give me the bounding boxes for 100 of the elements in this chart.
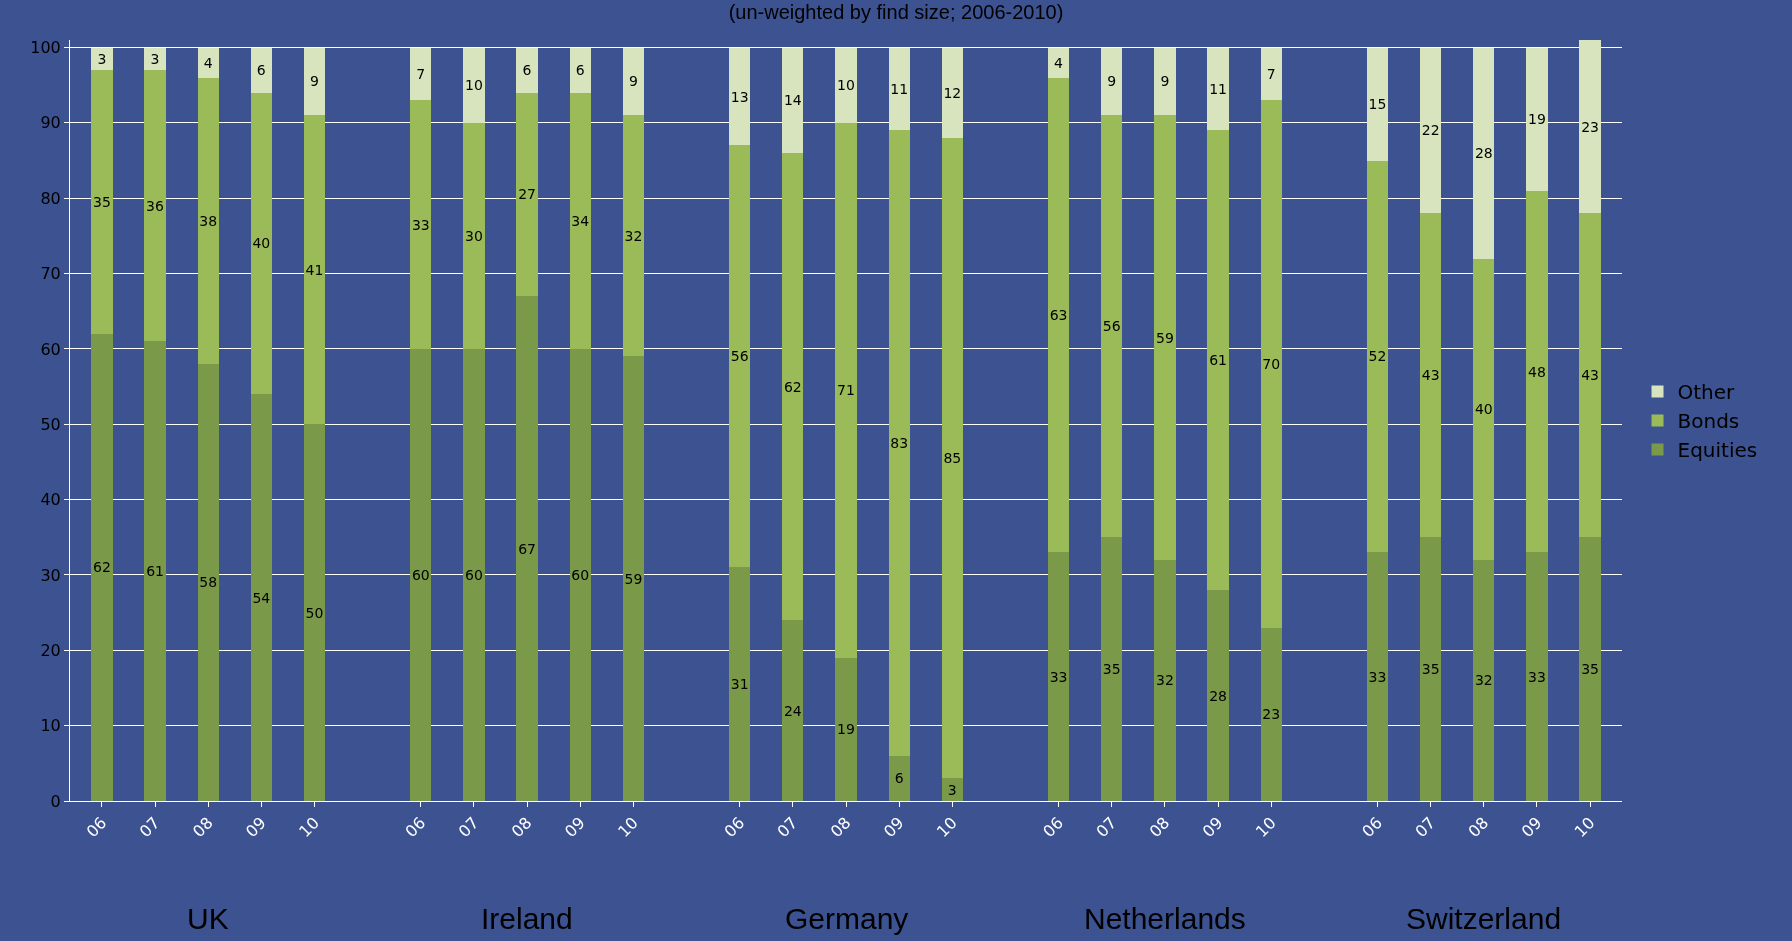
x-tick-label: 06 [1039,813,1068,842]
y-tick-label: 0 [50,791,61,811]
x-tick-label: 06 [82,813,111,842]
legend-label: Equities [1677,438,1758,463]
bar [622,115,645,357]
bar [197,77,219,364]
y-tick-label: 80 [40,188,61,208]
x-tick-label: 09 [879,813,908,842]
data-label: 34 [571,212,590,229]
bar [303,115,326,425]
data-label: 6 [522,62,532,79]
bar [1260,627,1282,801]
bar [1047,77,1070,553]
y-tick-label: 40 [40,490,61,510]
bar [1420,47,1442,214]
data-label: 31 [730,676,749,693]
bar [1101,115,1123,538]
x-tick-label: 10 [295,813,323,842]
bar [1366,47,1389,161]
data-label: 32 [1474,672,1493,689]
data-label: 28 [1209,687,1227,704]
data-label: 3 [97,50,107,67]
data-label: 62 [783,378,802,395]
legend-label: Other [1677,380,1736,405]
data-label: 35 [1421,661,1440,678]
data-label: 10 [465,77,483,94]
bar [1526,190,1548,553]
data-label: 35 [1581,661,1600,678]
x-tick-label: 10 [932,813,961,842]
bar [1047,552,1070,801]
x-tick-label: 07 [135,813,164,842]
bar [250,47,272,93]
text: Ireland [481,902,573,935]
x-tick-label: 08 [188,813,217,842]
bar [1366,552,1389,801]
bar [729,47,751,146]
bar [197,47,219,78]
data-label: 23 [1262,706,1281,723]
data-label: 71 [837,382,855,399]
data-label: 67 [518,540,537,557]
data-label: 19 [837,721,855,738]
bar [410,348,432,801]
bar [303,47,326,116]
x-tick-label: 06 [401,813,430,842]
data-label: 38 [199,212,218,229]
bar [782,153,804,621]
x-tick-label: 09 [1198,813,1227,842]
data-label: 33 [411,216,430,233]
data-label: 52 [1368,348,1387,365]
data-label: 43 [1581,367,1600,384]
bar [1473,258,1495,560]
bar [144,70,166,342]
bar [250,92,272,395]
x-tick-label: 08 [507,813,536,842]
data-label: 59 [1155,329,1174,346]
bar [835,122,857,658]
data-label: 9 [1107,73,1117,90]
y-tick-label: 20 [40,640,61,660]
bar [569,348,591,801]
bar [1366,160,1389,553]
data-label: 83 [890,435,909,452]
x-tick-label: 07 [1092,813,1121,842]
data-label: 24 [783,702,802,719]
data-label: 4 [203,54,213,71]
data-label: 28 [1474,145,1493,162]
bar [1101,47,1123,116]
y-tick-label: 60 [40,339,61,359]
bar [410,100,432,349]
data-label: 22 [1421,122,1440,139]
data-label: 40 [252,235,271,252]
bar [1207,590,1229,801]
data-label: 19 [1528,111,1546,128]
data-label: 59 [624,570,643,587]
data-label: 60 [411,566,430,583]
data-label: 14 [783,92,802,109]
data-label: 56 [1102,318,1121,335]
bar [410,47,432,101]
data-label: 30 [465,227,483,244]
data-label: 32 [1155,672,1174,689]
data-label: 40 [1474,401,1493,418]
bar [941,778,963,801]
bar [835,47,857,123]
data-label: 10 [837,77,855,94]
bar [622,356,645,801]
bar [1260,47,1282,101]
x-tick-label: 07 [773,813,802,842]
bar [144,47,166,71]
x-tick-label: 08 [1464,813,1493,842]
data-label: 35 [1102,661,1121,678]
data-label: 23 [1581,118,1600,135]
data-label: 63 [1049,307,1068,324]
bar [250,394,272,801]
bar [729,567,751,801]
y-tick-label: 90 [40,113,61,133]
bar [569,47,591,93]
bar [1207,130,1229,591]
data-label: 7 [1266,65,1276,82]
data-label: 3 [947,781,957,798]
y-tick-label: 10 [40,716,61,736]
x-tick-label: 07 [454,813,483,842]
